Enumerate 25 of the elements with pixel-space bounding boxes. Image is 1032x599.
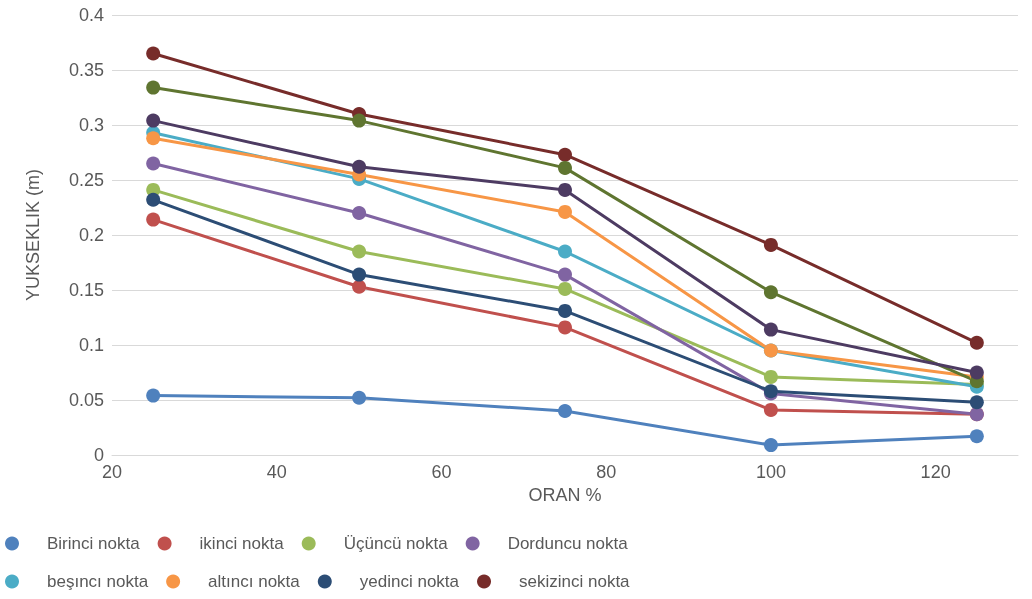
legend-label: Üçüncü nokta <box>343 534 449 553</box>
y-tick-label: 0.4 <box>78 5 104 25</box>
x-tick-label: 20 <box>101 462 123 482</box>
y-tick-label: 0 <box>93 445 104 465</box>
x-axis-title: ORAN % <box>528 484 602 505</box>
legend-label: Dorduncu nokta <box>507 534 629 553</box>
legend-label: beşıncı nokta <box>47 572 149 591</box>
y-axis-title: YUKSEKLIK (m) <box>23 168 43 302</box>
x-tick-label: 80 <box>596 462 617 482</box>
legend-label: sekizinci nokta <box>519 572 631 591</box>
y-tick-label: 0.1 <box>78 335 104 355</box>
legend-label: Birinci nokta <box>47 534 141 553</box>
y-tick-label: 0.15 <box>68 280 104 300</box>
x-tick-label: 60 <box>431 462 452 482</box>
y-tick-label: 0.05 <box>68 390 104 410</box>
x-tick-label: 100 <box>755 462 786 482</box>
y-tick-label: 0.2 <box>78 225 104 245</box>
y-tick-label: 0.3 <box>78 115 104 135</box>
x-tick-label: 120 <box>920 462 951 482</box>
legend-label: yedinci nokta <box>359 572 460 591</box>
y-tick-label: 0.35 <box>68 60 104 80</box>
y-tick-label: 0.25 <box>68 170 104 190</box>
legend-label: ikinci nokta <box>199 534 285 553</box>
legend-label: altıncı nokta <box>208 572 301 591</box>
x-tick-label: 40 <box>266 462 287 482</box>
